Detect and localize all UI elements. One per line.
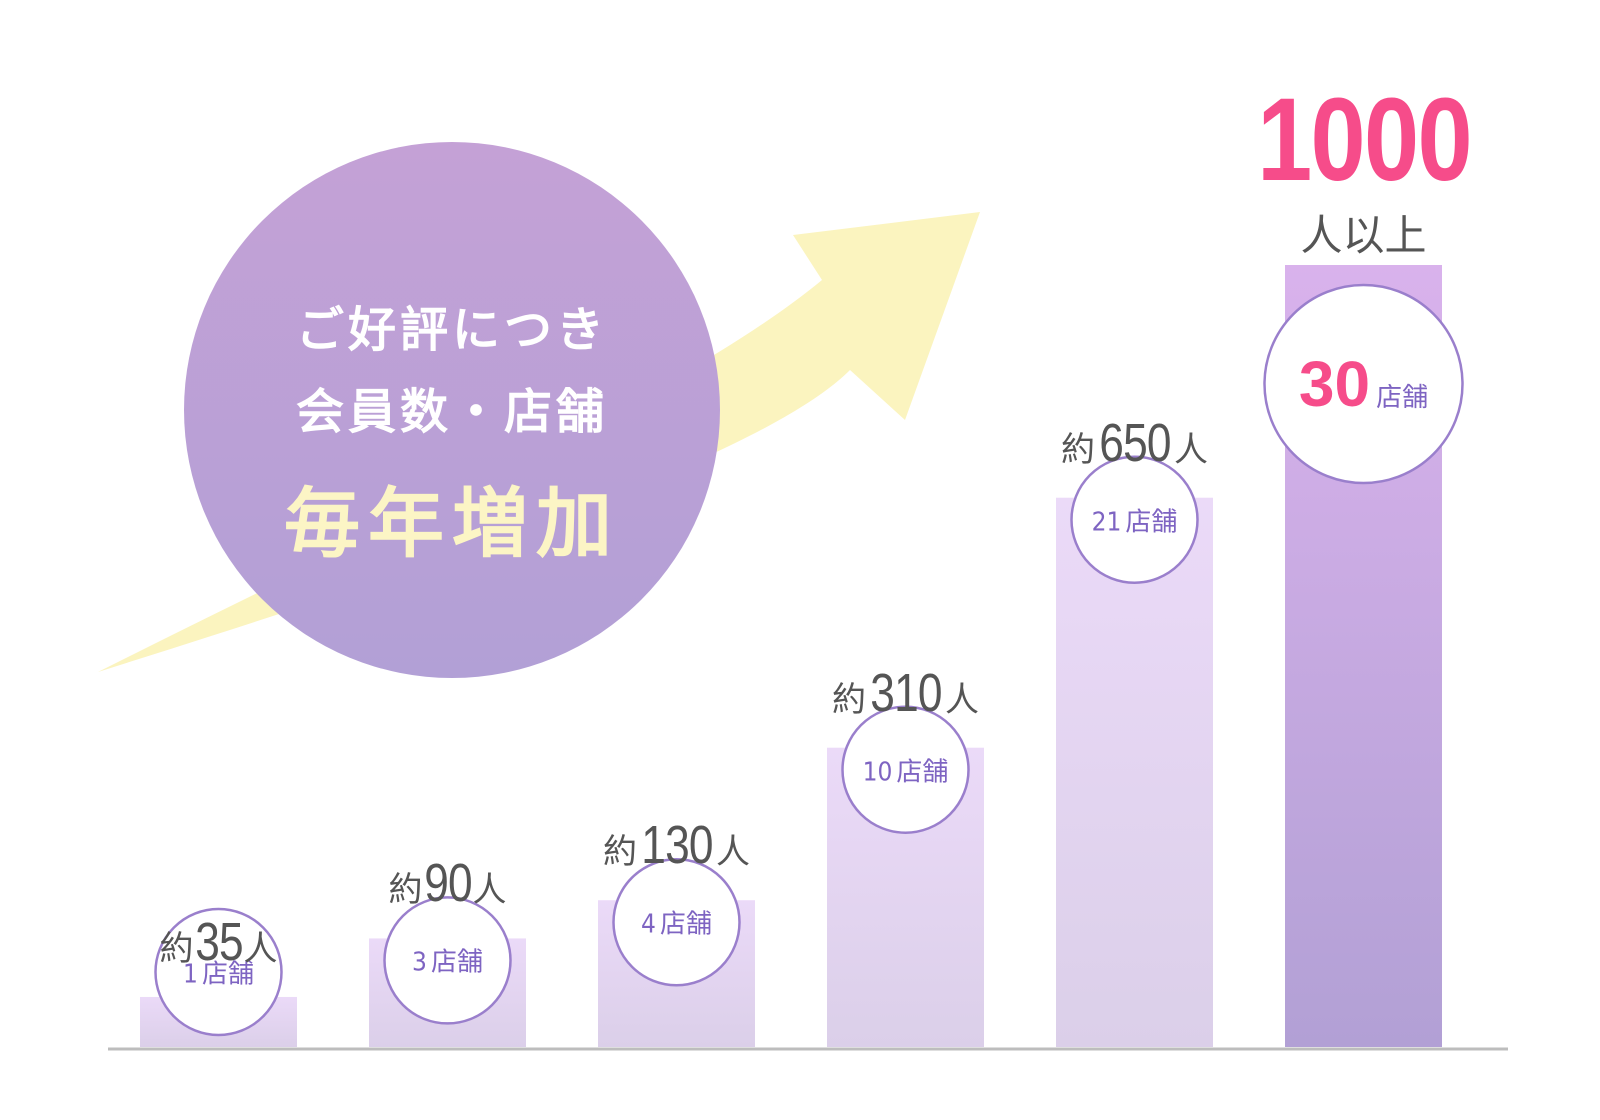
store-badge-1 [154, 907, 283, 1037]
bar-5 [1056, 497, 1213, 1048]
store-badge-6 [1263, 283, 1464, 485]
growth-arrow-icon [98, 212, 980, 672]
store-badge-3 [612, 857, 741, 987]
store-badge-2 [383, 896, 512, 1025]
store-badge-5 [1070, 455, 1199, 584]
store-badge-4 [841, 705, 970, 834]
headline-circle [184, 142, 720, 678]
